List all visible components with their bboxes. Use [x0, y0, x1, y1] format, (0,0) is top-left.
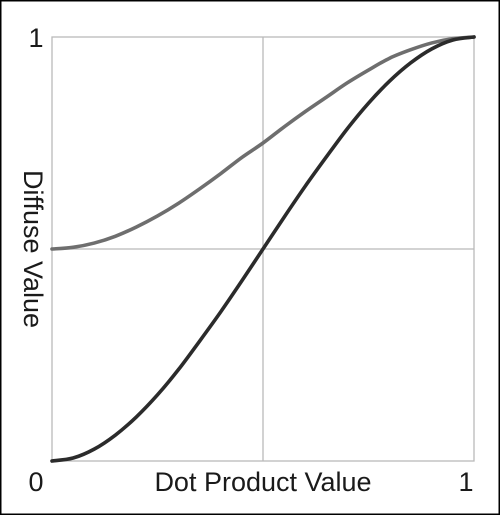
x-tick-label: 1	[458, 467, 473, 497]
x-tick-label: 0	[28, 467, 43, 497]
tick-labels: 0 1 1	[28, 23, 473, 497]
series-group	[50, 35, 476, 463]
x-axis-label: Dot Product Value	[154, 467, 371, 497]
series-line-2	[50, 35, 476, 463]
y-axis-label: Diffuse Value	[18, 170, 48, 328]
y-tick-label: 1	[28, 23, 43, 53]
series-line-1	[50, 35, 476, 251]
